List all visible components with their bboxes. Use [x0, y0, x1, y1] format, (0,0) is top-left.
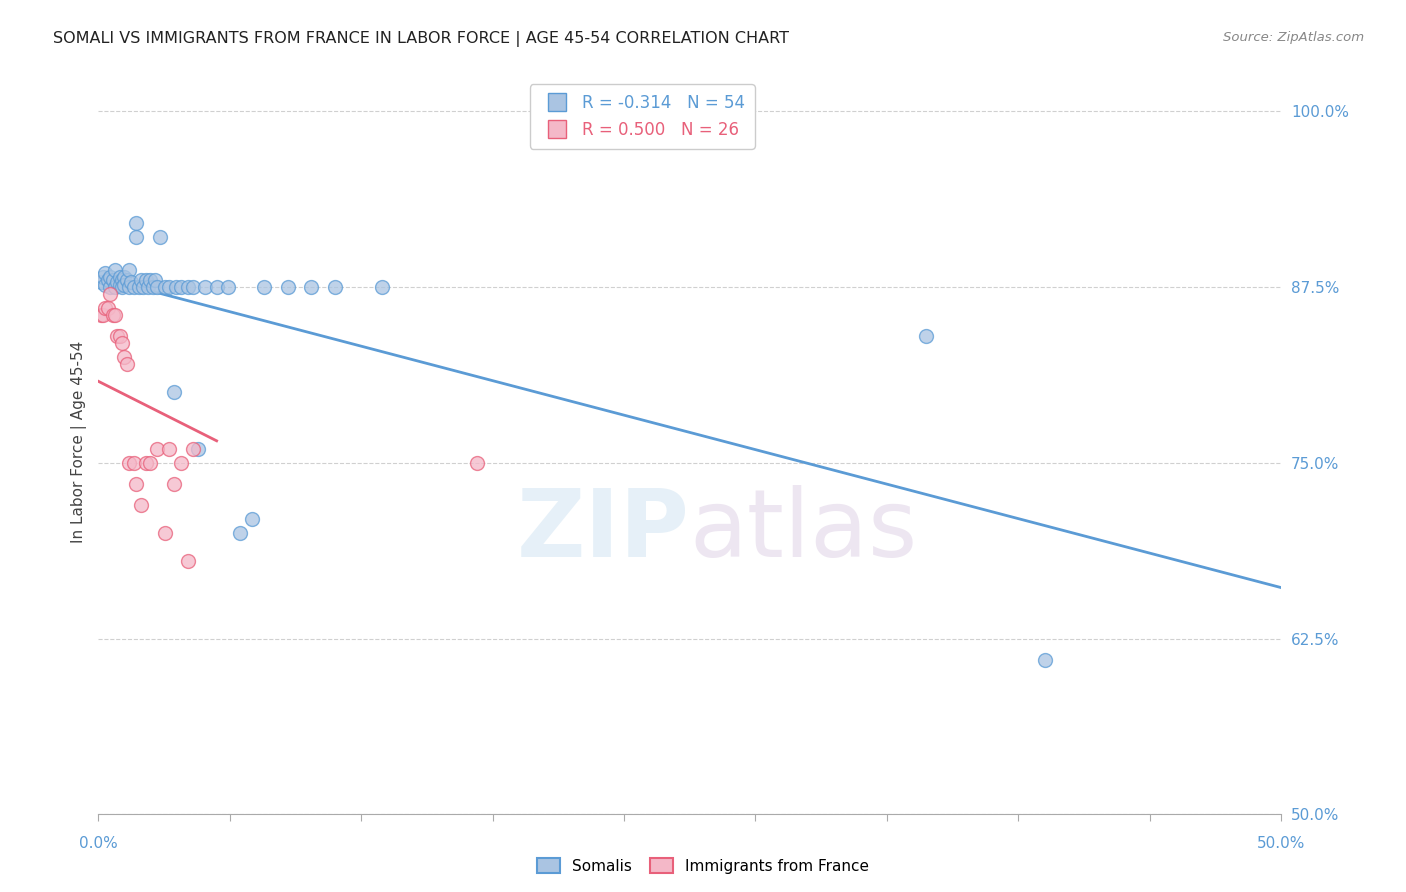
Point	[125, 230, 148, 244]
Point	[98, 269, 121, 284]
Point	[157, 442, 180, 456]
Point	[91, 269, 114, 284]
Point	[149, 230, 172, 244]
Point	[135, 272, 157, 286]
Point	[112, 350, 135, 364]
Point	[177, 279, 200, 293]
Point	[104, 279, 127, 293]
Point	[170, 456, 193, 470]
Point	[112, 278, 135, 293]
Point	[118, 262, 141, 277]
Point	[125, 216, 148, 230]
Point	[465, 456, 488, 470]
Point	[194, 279, 217, 293]
Point	[132, 279, 155, 293]
Point	[98, 286, 121, 301]
Point	[118, 456, 141, 470]
Point	[129, 272, 152, 286]
Point	[90, 276, 112, 290]
Point	[97, 301, 120, 315]
Point	[108, 278, 131, 293]
Point	[277, 279, 299, 293]
Point	[165, 279, 187, 293]
Point	[125, 476, 148, 491]
Text: ZIP: ZIP	[517, 485, 690, 577]
Point	[187, 442, 209, 456]
Point	[177, 554, 200, 568]
Point	[142, 279, 165, 293]
Point	[240, 512, 263, 526]
Point	[112, 269, 135, 284]
Point	[163, 385, 186, 400]
Point	[163, 476, 186, 491]
Point	[98, 279, 121, 293]
Point	[139, 272, 162, 286]
Text: atlas: atlas	[690, 485, 918, 577]
Point	[170, 279, 193, 293]
Point	[90, 308, 112, 322]
Point	[181, 279, 204, 293]
Point	[915, 329, 938, 343]
Point	[299, 279, 322, 293]
Point	[101, 272, 124, 286]
Text: Source: ZipAtlas.com: Source: ZipAtlas.com	[1223, 31, 1364, 45]
Point	[129, 498, 152, 512]
Point	[323, 279, 346, 293]
Point	[128, 279, 150, 293]
Point	[122, 279, 145, 293]
Point	[111, 336, 134, 351]
Point	[217, 279, 239, 293]
Point	[105, 276, 128, 290]
Point	[111, 272, 134, 286]
Point	[111, 279, 134, 293]
Point	[143, 272, 166, 286]
Text: SOMALI VS IMMIGRANTS FROM FRANCE IN LABOR FORCE | AGE 45-54 CORRELATION CHART: SOMALI VS IMMIGRANTS FROM FRANCE IN LABO…	[53, 31, 789, 47]
Point	[153, 279, 176, 293]
Point	[205, 279, 228, 293]
Point	[94, 301, 117, 315]
Point	[121, 276, 143, 290]
Point	[104, 262, 127, 277]
Point	[1033, 653, 1056, 667]
Legend: R = -0.314   N = 54, R = 0.500   N = 26: R = -0.314 N = 54, R = 0.500 N = 26	[530, 85, 755, 149]
Point	[153, 526, 176, 541]
Point	[146, 442, 169, 456]
Point	[108, 329, 131, 343]
Y-axis label: In Labor Force | Age 45-54: In Labor Force | Age 45-54	[72, 341, 87, 542]
Point	[146, 279, 169, 293]
Point	[115, 272, 138, 286]
Text: 50.0%: 50.0%	[1257, 837, 1305, 851]
Point	[181, 442, 204, 456]
Point	[108, 269, 131, 284]
Point	[104, 308, 127, 322]
Point	[229, 526, 252, 541]
Legend: Somalis, Immigrants from France: Somalis, Immigrants from France	[530, 852, 876, 880]
Point	[94, 266, 117, 280]
Point	[118, 279, 141, 293]
Point	[101, 308, 124, 322]
Point	[105, 329, 128, 343]
Point	[135, 456, 157, 470]
Text: 0.0%: 0.0%	[79, 837, 118, 851]
Point	[122, 456, 145, 470]
Point	[371, 279, 394, 293]
Point	[115, 357, 138, 371]
Point	[157, 279, 180, 293]
Point	[91, 308, 114, 322]
Point	[97, 272, 120, 286]
Point	[136, 279, 159, 293]
Point	[94, 278, 117, 293]
Point	[139, 456, 162, 470]
Point	[253, 279, 276, 293]
